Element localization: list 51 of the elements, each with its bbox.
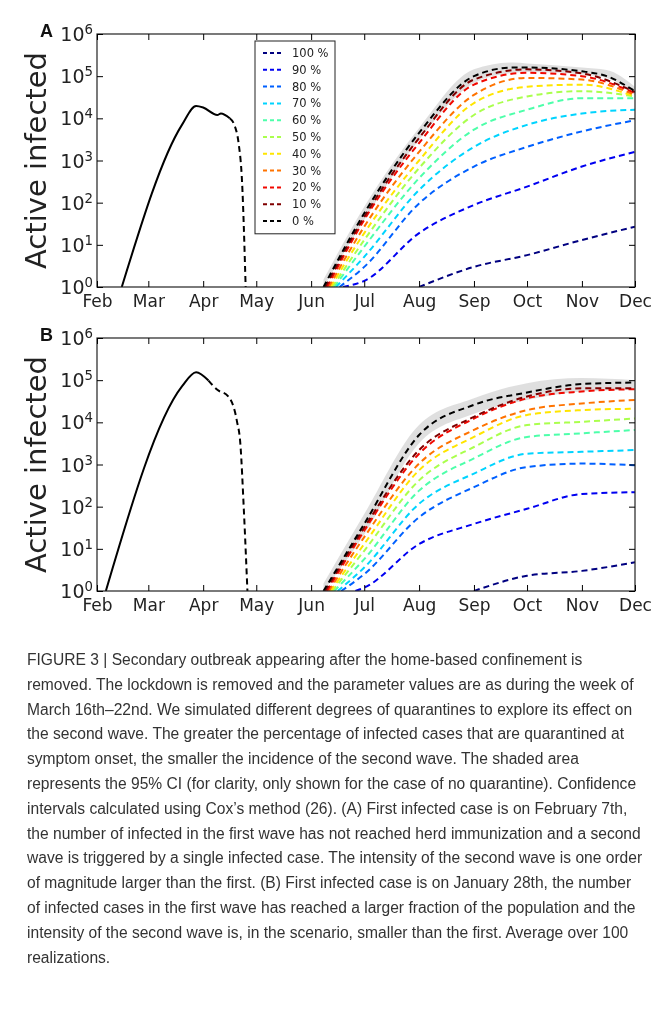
x-tick-label: Jul — [353, 291, 375, 312]
legend-label: 60 % — [292, 113, 322, 128]
x-tick-label: Apr — [188, 291, 219, 312]
x-tick-label: Jun — [297, 291, 325, 312]
y-tick-label: 10$^{4}$ — [60, 105, 93, 130]
x-tick-label: Sep — [458, 291, 491, 312]
legend-label: 40 % — [292, 146, 322, 161]
x-tick-label: Jun — [297, 595, 325, 616]
line-series — [418, 225, 635, 287]
x-tick-label: Jul — [353, 595, 375, 616]
x-tick-label: Dec — [619, 291, 652, 312]
y-tick-label: 10$^{3}$ — [60, 148, 93, 172]
x-tick-label: Aug — [402, 291, 437, 312]
y-tick-label: 10$^{1}$ — [60, 536, 93, 560]
line-series — [354, 491, 635, 591]
x-tick-label: Dec — [619, 595, 652, 616]
y-tick-label: 10$^{2}$ — [60, 190, 93, 214]
y-tick-label: 10$^{4}$ — [60, 409, 93, 434]
legend-label: 20 % — [292, 180, 322, 195]
x-tick-label: Nov — [565, 291, 599, 312]
x-tick-label: May — [239, 291, 275, 312]
x-tick-label: May — [239, 595, 275, 616]
legend-label: 70 % — [292, 96, 322, 111]
legend-label: 100 % — [292, 46, 329, 61]
y-tick-label: 10$^{1}$ — [60, 232, 93, 256]
legend-label: 0 % — [292, 214, 314, 229]
x-tick-label: Nov — [565, 595, 599, 616]
x-tick-label: Sep — [458, 595, 491, 616]
chart-title: A — [40, 21, 53, 41]
y-tick-label: 10$^{5}$ — [60, 63, 93, 88]
chart-title: B — [40, 325, 53, 345]
x-tick-label: Oct — [512, 595, 543, 616]
line-series — [472, 561, 635, 591]
y-tick-label: 10$^{6}$ — [60, 21, 93, 46]
legend-label: 50 % — [292, 130, 322, 145]
y-tick-label: 10$^{6}$ — [60, 325, 93, 350]
x-tick-label: Apr — [188, 595, 219, 616]
x-tick-label: Oct — [512, 291, 543, 312]
x-tick-label: Aug — [402, 595, 437, 616]
x-tick-label: Mar — [132, 291, 165, 312]
y-axis-title: Active infected — [19, 356, 53, 573]
text: FIGURE 3 | Secondary outbreak appearing after the home-based confinement is removed. The lockdown is removed and the parameter values are as during the week of March 16th–22nd. We simulated different degrees of quarantines to explore its effect on the second wave. The greater the percentage of infected cases that are quarantined at symptom onset, the smaller the incidence of the second wave. The shaded area represents the 95% CI (for clarity, only shown for the case of no quarantine). Confidence intervals calculated using Cox’s method (26). (A) First infected case is on February 7th, the number of infected in the first wave has not reached herd immunization and a second wave is triggered by a single infected case. The intensity of the second wave is one order of magnitude larger than the first. (B) First infected case is on January 28th, the number of infected cases in the first wave has reached a larger fraction of the population and the intensity of the second wave is, in the scenario, smaller than the first. Average over 100 realizations. — [27, 651, 643, 966]
legend-label: 30 % — [292, 163, 322, 178]
y-tick-label: 10$^{3}$ — [60, 452, 93, 476]
x-tick-label: Mar — [132, 595, 165, 616]
legend-label: 80 % — [292, 79, 322, 94]
y-axis-title: Active infected — [19, 52, 53, 269]
y-tick-label: 10$^{2}$ — [60, 494, 93, 518]
legend-label: 10 % — [292, 197, 322, 212]
y-tick-label: 10$^{5}$ — [60, 367, 93, 392]
legend-label: 90 % — [292, 62, 322, 77]
